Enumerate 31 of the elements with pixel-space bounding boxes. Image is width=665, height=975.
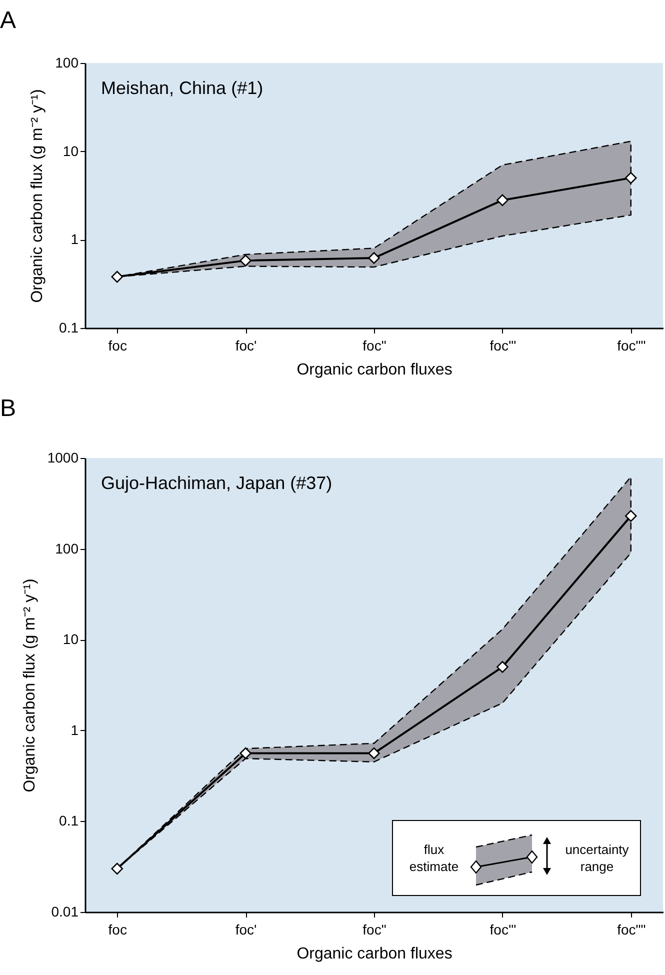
annotation: Gujo-Hachiman, Japan (#37) <box>101 473 332 493</box>
key-box: flux estimate uncertainty range <box>392 820 641 896</box>
y-tick-label: 1 <box>70 722 79 738</box>
y-tick-label: 100 <box>55 540 79 556</box>
x-tick-label: foc'" <box>490 338 516 354</box>
x-axis-title: Organic carbon fluxes <box>296 362 452 378</box>
x-tick-label: foc" <box>362 922 386 938</box>
y-tick-label: 100 <box>55 54 79 70</box>
y-tick-label: 10 <box>62 142 79 159</box>
y-tick-label: 1000 <box>47 450 79 466</box>
y-axis-title: Organic carbon flux (g m⁻² y⁻¹) <box>29 89 46 303</box>
x-tick-label: foc"" <box>617 338 646 354</box>
chart-title: A <box>0 7 16 34</box>
x-tick-label: foc <box>108 338 127 354</box>
x-tick-label: foc"" <box>617 922 646 938</box>
x-tick-label: foc" <box>362 338 386 354</box>
y-tick-label: 1 <box>70 231 79 248</box>
annotation: uncertainty range <box>564 841 630 875</box>
y-tick-label: 0.01 <box>51 904 79 920</box>
x-tick-label: foc' <box>235 338 257 354</box>
x-tick-label: foc'" <box>490 922 516 938</box>
y-axis-title: Organic carbon flux (g m⁻² y⁻¹) <box>21 578 38 792</box>
x-tick-label: foc <box>108 922 127 938</box>
annotation: Meishan, China (#1) <box>101 78 264 98</box>
annotation: flux estimate <box>408 841 460 875</box>
x-tick-label: foc' <box>235 922 257 938</box>
y-tick-label: 10 <box>62 631 79 648</box>
y-tick-label: 0.1 <box>59 320 79 336</box>
x-axis-title: Organic carbon fluxes <box>296 946 452 962</box>
chart-title: B <box>0 395 16 422</box>
y-tick-label: 0.1 <box>59 812 79 829</box>
